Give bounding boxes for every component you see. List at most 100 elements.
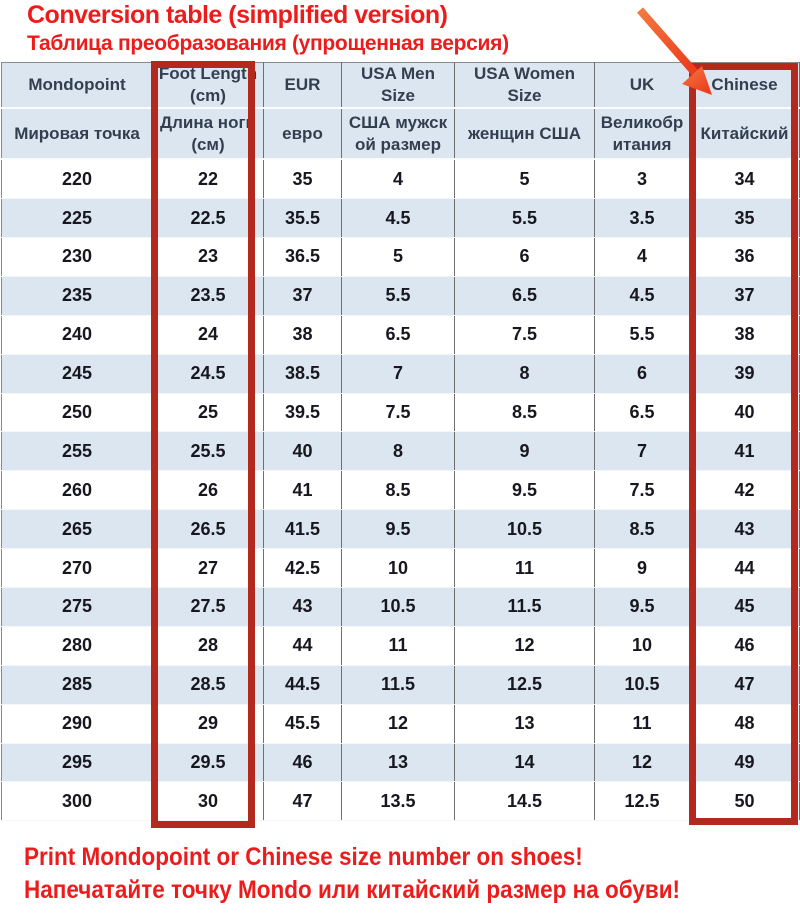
table-cell: 5.5 bbox=[454, 198, 595, 238]
header-cell: евро bbox=[263, 108, 342, 161]
table-cell: 255 bbox=[1, 431, 153, 472]
header-row-en: Mondopoint Foot Length (cm) EUR USA Men Siz… bbox=[1, 62, 800, 110]
table-cell: 26.5 bbox=[152, 509, 264, 550]
table-cell: 12 bbox=[341, 704, 455, 744]
table-row: 285 28.5 44.5 11.5 12.5 10.5 47 bbox=[1, 665, 800, 705]
table-cell: 270 bbox=[1, 548, 153, 588]
table-row: 260 26 41 8.5 9.5 7.5 42 bbox=[1, 470, 800, 511]
table-cell: 7.5 bbox=[454, 315, 595, 355]
conversion-table: Mondopoint Foot Length (cm) EUR USA Men Siz… bbox=[1, 62, 800, 822]
table-cell: 6 bbox=[594, 354, 690, 394]
table-cell: 47 bbox=[689, 665, 800, 705]
table-cell: 10.5 bbox=[454, 509, 595, 550]
table-cell: 6.5 bbox=[454, 276, 595, 316]
page-title: Conversion table (simplified version) bbox=[27, 1, 448, 29]
header-cell: Mondopoint bbox=[1, 62, 153, 110]
table-cell: 235 bbox=[1, 276, 153, 316]
table-cell: 4 bbox=[594, 237, 690, 277]
table-cell: 10.5 bbox=[594, 665, 690, 705]
table-cell: 250 bbox=[1, 393, 153, 433]
table-cell: 5.5 bbox=[341, 276, 455, 316]
table-cell: 39 bbox=[689, 354, 800, 394]
table-cell: 39.5 bbox=[263, 393, 342, 433]
table-row: 220 22 35 4 5 3 34 bbox=[1, 159, 800, 200]
table-row: 230 23 36.5 5 6 4 36 bbox=[1, 237, 800, 277]
table-cell: 11.5 bbox=[341, 665, 455, 705]
table-cell: 37 bbox=[689, 276, 800, 316]
table-row: 270 27 42.5 10 11 9 44 bbox=[1, 548, 800, 588]
header-cell: EUR bbox=[263, 62, 342, 110]
table-cell: 9 bbox=[594, 548, 690, 588]
table-cell: 23.5 bbox=[152, 276, 264, 316]
table-cell: 41.5 bbox=[263, 509, 342, 550]
table-cell: 6 bbox=[454, 237, 595, 277]
table-row: 250 25 39.5 7.5 8.5 6.5 40 bbox=[1, 393, 800, 433]
table-cell: 8.5 bbox=[454, 393, 595, 433]
table-cell: 46 bbox=[263, 743, 342, 783]
table-cell: 25 bbox=[152, 393, 264, 433]
table-cell: 24.5 bbox=[152, 354, 264, 394]
header-cell: Chinese bbox=[689, 62, 800, 110]
table-cell: 36.5 bbox=[263, 237, 342, 277]
table-cell: 240 bbox=[1, 315, 153, 355]
table-cell: 27 bbox=[152, 548, 264, 588]
table-cell: 45.5 bbox=[263, 704, 342, 744]
table-cell: 8.5 bbox=[341, 470, 455, 511]
header-cell: UK bbox=[594, 62, 690, 110]
table-cell: 4.5 bbox=[594, 276, 690, 316]
table-cell: 290 bbox=[1, 704, 153, 744]
table-cell: 225 bbox=[1, 198, 153, 238]
table-cell: 29.5 bbox=[152, 743, 264, 783]
table-cell: 7.5 bbox=[341, 393, 455, 433]
table-cell: 23 bbox=[152, 237, 264, 277]
table-cell: 10 bbox=[341, 548, 455, 588]
header-cell: США мужск ой размер bbox=[341, 108, 455, 161]
table-cell: 40 bbox=[263, 431, 342, 472]
table-row: 280 28 44 11 12 10 46 bbox=[1, 626, 800, 666]
header-cell: Foot Length (cm) bbox=[152, 62, 264, 110]
table-cell: 24 bbox=[152, 315, 264, 355]
table-cell: 9 bbox=[454, 431, 595, 472]
table-cell: 43 bbox=[263, 587, 342, 627]
table-cell: 285 bbox=[1, 665, 153, 705]
table-cell: 50 bbox=[689, 781, 800, 822]
table-row: 225 22.5 35.5 4.5 5.5 3.5 35 bbox=[1, 198, 800, 238]
table-cell: 7 bbox=[594, 431, 690, 472]
table-row: 235 23.5 37 5.5 6.5 4.5 37 bbox=[1, 276, 800, 316]
footer-note-ru: Напечатайте точку Mondo или китайский ра… bbox=[24, 876, 681, 904]
table-cell: 9.5 bbox=[594, 587, 690, 627]
table-cell: 9.5 bbox=[341, 509, 455, 550]
table-header: Mondopoint Foot Length (cm) EUR USA Men Siz… bbox=[1, 62, 800, 161]
table-cell: 245 bbox=[1, 354, 153, 394]
table-cell: 7.5 bbox=[594, 470, 690, 511]
table-cell: 4.5 bbox=[341, 198, 455, 238]
table-cell: 10 bbox=[594, 626, 690, 666]
table-cell: 42.5 bbox=[263, 548, 342, 588]
table-cell: 6.5 bbox=[594, 393, 690, 433]
table-cell: 11 bbox=[341, 626, 455, 666]
table-cell: 45 bbox=[689, 587, 800, 627]
table-cell: 5 bbox=[454, 159, 595, 200]
table-cell: 265 bbox=[1, 509, 153, 550]
table-body: 220 22 35 4 5 3 34 225 22.5 35.5 4.5 5.5 3.5 35 230 23 3… bbox=[1, 159, 800, 822]
table-cell: 46 bbox=[689, 626, 800, 666]
table-cell: 300 bbox=[1, 781, 153, 822]
table-cell: 37 bbox=[263, 276, 342, 316]
table-cell: 7 bbox=[341, 354, 455, 394]
table-cell: 275 bbox=[1, 587, 153, 627]
table-cell: 6.5 bbox=[341, 315, 455, 355]
header-cell: женщин США bbox=[454, 108, 595, 161]
table-cell: 22.5 bbox=[152, 198, 264, 238]
table-row: 295 29.5 46 13 14 12 49 bbox=[1, 743, 800, 783]
table-cell: 44.5 bbox=[263, 665, 342, 705]
table-cell: 35 bbox=[263, 159, 342, 200]
table-cell: 47 bbox=[263, 781, 342, 822]
table-row: 245 24.5 38.5 7 8 6 39 bbox=[1, 354, 800, 394]
table-cell: 42 bbox=[689, 470, 800, 511]
table-cell: 295 bbox=[1, 743, 153, 783]
table-row: 265 26.5 41.5 9.5 10.5 8.5 43 bbox=[1, 509, 800, 550]
header-cell: USA Women Size bbox=[454, 62, 595, 110]
header-cell: Мировая точка bbox=[1, 108, 153, 161]
table-cell: 220 bbox=[1, 159, 153, 200]
table-cell: 40 bbox=[689, 393, 800, 433]
